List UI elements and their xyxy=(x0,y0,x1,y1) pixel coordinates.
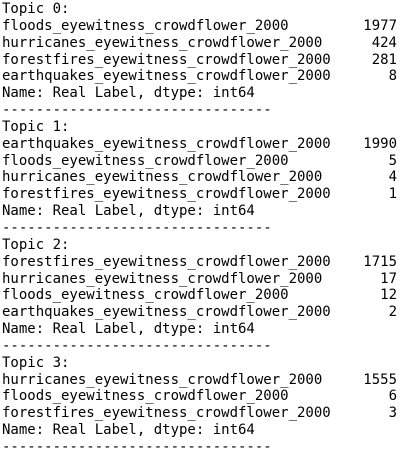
row-label: earthquakes_eyewitness_crowdflower_2000 xyxy=(2,304,331,321)
value-row: floods_eyewitness_crowdflower_2000 12 xyxy=(2,287,397,304)
row-count: 1 xyxy=(388,186,397,203)
topic-heading: Topic 0: xyxy=(2,1,70,17)
row-count: 1977 xyxy=(363,17,397,34)
row-label: forestfires_eyewitness_crowdflower_2000 xyxy=(2,253,331,270)
row-count: 1555 xyxy=(363,371,397,388)
row-label: hurricanes_eyewitness_crowdflower_2000 xyxy=(2,371,323,388)
value-row: hurricanes_eyewitness_crowdflower_2000 42… xyxy=(2,35,397,52)
row-label: hurricanes_eyewitness_crowdflower_2000 xyxy=(2,169,323,186)
value-row: earthquakes_eyewitness_crowdflower_2000 2 xyxy=(2,304,397,321)
value-row: forestfires_eyewitness_crowdflower_2000 1 xyxy=(2,186,397,203)
series-footer: Name: Real Label, dtype: int64 xyxy=(2,85,255,102)
row-label: earthquakes_eyewitness_crowdflower_2000 xyxy=(2,135,331,152)
separator: -------------------------------- xyxy=(2,438,272,455)
row-count: 4 xyxy=(388,169,397,186)
value-row: floods_eyewitness_crowdflower_2000 1977 xyxy=(2,18,397,35)
row-count: 424 xyxy=(371,34,397,51)
row-count: 6 xyxy=(388,388,397,405)
topic-heading: Topic 3: xyxy=(2,354,70,371)
row-count: 3 xyxy=(388,405,397,422)
row-label: floods_eyewitness_crowdflower_2000 xyxy=(2,388,289,405)
row-count: 1715 xyxy=(363,253,397,270)
row-label: hurricanes_eyewitness_crowdflower_2000 xyxy=(2,34,323,51)
value-row: forestfires_eyewitness_crowdflower_2000 3 xyxy=(2,405,397,422)
row-label: earthquakes_eyewitness_crowdflower_2000 xyxy=(2,68,331,85)
value-row: forestfires_eyewitness_crowdflower_2000 2… xyxy=(2,52,397,69)
value-row: floods_eyewitness_crowdflower_2000 5 xyxy=(2,153,397,170)
row-count: 17 xyxy=(380,270,397,287)
value-row: hurricanes_eyewitness_crowdflower_2000 4 xyxy=(2,169,397,186)
value-row: forestfires_eyewitness_crowdflower_2000 1… xyxy=(2,254,397,271)
topic-heading: Topic 1: xyxy=(2,118,70,135)
value-row: hurricanes_eyewitness_crowdflower_2000 15… xyxy=(2,372,397,389)
row-count: 5 xyxy=(388,152,397,169)
series-footer: Name: Real Label, dtype: int64 xyxy=(2,422,255,439)
separator: -------------------------------- xyxy=(2,102,272,119)
value-row: floods_eyewitness_crowdflower_2000 6 xyxy=(2,388,397,405)
value-row: earthquakes_eyewitness_crowdflower_2000 1… xyxy=(2,136,397,153)
series-footer: Name: Real Label, dtype: int64 xyxy=(2,321,255,338)
row-label: hurricanes_eyewitness_crowdflower_2000 xyxy=(2,270,323,287)
value-row: earthquakes_eyewitness_crowdflower_2000 8 xyxy=(2,68,397,85)
row-count: 281 xyxy=(371,51,397,68)
row-label: floods_eyewitness_crowdflower_2000 xyxy=(2,152,289,169)
row-count: 8 xyxy=(388,68,397,85)
row-label: forestfires_eyewitness_crowdflower_2000 xyxy=(2,51,331,68)
value-row: hurricanes_eyewitness_crowdflower_2000 17 xyxy=(2,271,397,288)
row-label: floods_eyewitness_crowdflower_2000 xyxy=(2,287,289,304)
row-label: forestfires_eyewitness_crowdflower_2000 xyxy=(2,186,331,203)
row-label: forestfires_eyewitness_crowdflower_2000 xyxy=(2,405,331,422)
separator: -------------------------------- xyxy=(2,337,272,354)
row-count: 2 xyxy=(388,304,397,321)
row-count: 12 xyxy=(380,287,397,304)
row-label: floods_eyewitness_crowdflower_2000 xyxy=(2,17,289,34)
series-footer: Name: Real Label, dtype: int64 xyxy=(2,203,255,220)
topic-heading: Topic 2: xyxy=(2,236,70,253)
row-count: 1990 xyxy=(363,135,397,152)
separator: -------------------------------- xyxy=(2,219,272,236)
